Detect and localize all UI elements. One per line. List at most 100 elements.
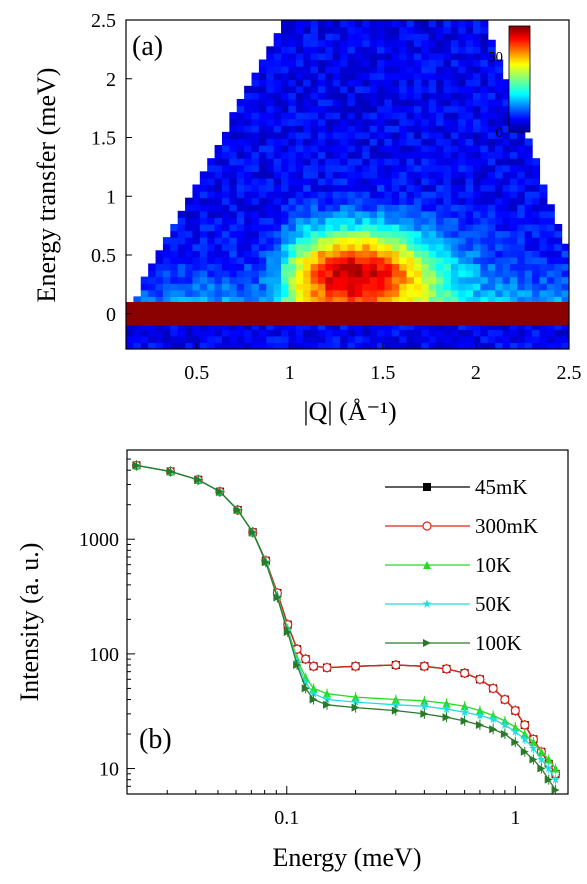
heatmap-cell xyxy=(281,118,290,126)
panel-a-label: (a) xyxy=(132,31,163,62)
heatmap-cell xyxy=(377,342,386,349)
heatmap-cell xyxy=(495,184,504,192)
heatmap-cell xyxy=(288,85,297,93)
heatmap-cell xyxy=(450,250,459,258)
heatmap-cell xyxy=(428,72,437,80)
heatmap-cell xyxy=(428,342,437,349)
heatmap-cell xyxy=(524,164,533,172)
heatmap-cell xyxy=(539,256,548,265)
heatmap-cell xyxy=(199,256,208,265)
heatmap-cell xyxy=(281,223,290,232)
heatmap-cell xyxy=(192,204,201,212)
heatmap-cell xyxy=(502,105,511,113)
heatmap-cell xyxy=(126,329,134,337)
heatmap-cell xyxy=(362,204,371,212)
heatmap-cell xyxy=(288,138,297,146)
heatmap-cell xyxy=(273,184,282,192)
heatmap-cell xyxy=(133,322,142,330)
heatmap-cell xyxy=(413,270,422,278)
heatmap-cell xyxy=(185,204,194,212)
heatmap-cell xyxy=(428,98,437,107)
heatmap-cell xyxy=(436,223,445,232)
heatmap-cell xyxy=(546,329,555,337)
heatmap-cell xyxy=(436,191,445,199)
heatmap-cell xyxy=(421,33,430,41)
legend-label: 300mK xyxy=(475,514,538,538)
heatmap-cell xyxy=(539,283,548,291)
heatmap-cell xyxy=(273,92,282,100)
heatmap-cell xyxy=(406,20,415,28)
heatmap-cell xyxy=(362,289,371,297)
heatmap-cell xyxy=(391,204,400,212)
heatmap-cell xyxy=(347,197,356,205)
heatmap-cell xyxy=(399,210,408,218)
heatmap-cell xyxy=(443,223,452,232)
heatmap-cell xyxy=(281,184,290,192)
heatmap-cell xyxy=(214,342,223,349)
heatmap-cell xyxy=(369,46,378,54)
heatmap-cell xyxy=(399,26,408,34)
heatmap-cell xyxy=(199,342,208,349)
heatmap-cell xyxy=(473,335,481,344)
heatmap-cell xyxy=(458,145,467,153)
heatmap-cell xyxy=(546,210,555,218)
heatmap-cell xyxy=(303,118,312,126)
heatmap-cell xyxy=(310,184,319,192)
data-point xyxy=(391,700,401,709)
heatmap-cell xyxy=(443,329,452,337)
heatmap-cell xyxy=(244,197,253,205)
heatmap-cell xyxy=(517,322,526,330)
heatmap-cell xyxy=(377,72,386,80)
heatmap-cell xyxy=(413,335,422,344)
heatmap-cell xyxy=(295,72,304,80)
heatmap-cell xyxy=(369,204,378,212)
heatmap-cell xyxy=(192,197,201,205)
heatmap-cell xyxy=(214,145,223,153)
heatmap-cell xyxy=(473,59,481,67)
heatmap-cell xyxy=(465,46,474,54)
heatmap-cell xyxy=(443,85,452,93)
heatmap-cell xyxy=(458,223,467,232)
heatmap-cell xyxy=(546,263,555,271)
heatmap-cell xyxy=(221,283,230,291)
heatmap-cell xyxy=(354,210,363,218)
y-tick-label: 2 xyxy=(106,69,116,91)
heatmap-cell xyxy=(421,263,430,271)
heatmap-cell xyxy=(465,342,474,349)
heatmap-cell xyxy=(502,164,511,172)
heatmap-cell xyxy=(428,145,437,153)
heatmap-cell xyxy=(332,151,341,159)
heatmap-cell xyxy=(517,270,526,278)
heatmap-cell xyxy=(273,289,282,297)
heatmap-cell xyxy=(266,243,275,251)
heatmap-cell xyxy=(502,138,511,146)
heatmap-cell xyxy=(487,151,496,159)
heatmap-cell xyxy=(517,184,526,192)
heatmap-cell xyxy=(465,210,474,218)
heatmap-cell xyxy=(473,289,481,297)
heatmap-cell xyxy=(273,276,282,284)
data-point xyxy=(261,558,270,567)
heatmap-cell xyxy=(266,230,275,238)
heatmap-cell xyxy=(295,98,304,107)
heatmap-cell xyxy=(362,197,371,205)
heatmap-cell xyxy=(384,276,393,284)
heatmap-cell xyxy=(207,177,216,186)
heatmap-cell xyxy=(450,197,459,205)
heatmap-cell xyxy=(273,98,282,107)
heatmap-cell xyxy=(369,283,378,291)
heatmap-cell xyxy=(413,230,422,238)
heatmap-cell xyxy=(443,20,452,28)
heatmap-cell xyxy=(310,283,319,291)
heatmap-cell xyxy=(266,72,275,80)
heatmap-cell xyxy=(303,263,312,271)
heatmap-cell xyxy=(303,20,312,28)
heatmap-cell xyxy=(413,210,422,218)
heatmap-cell xyxy=(317,118,326,126)
heatmap-cell xyxy=(354,105,363,113)
heatmap-cell xyxy=(509,276,518,284)
heatmap-cell xyxy=(229,256,238,265)
heatmap-cell xyxy=(340,197,349,205)
heatmap-cell xyxy=(509,296,518,304)
heatmap-cell xyxy=(554,237,563,245)
